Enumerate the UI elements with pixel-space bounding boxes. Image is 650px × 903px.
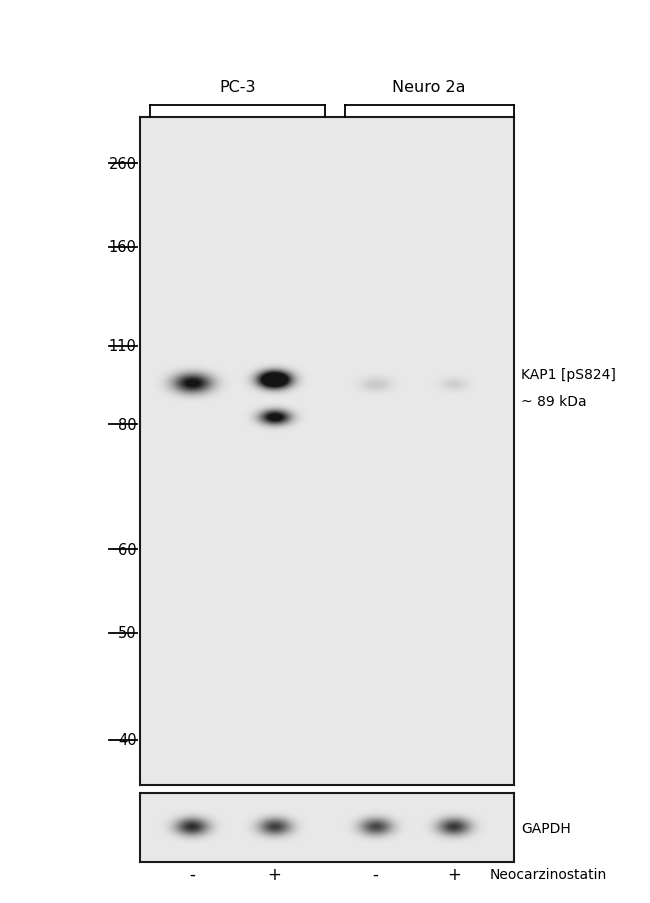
Text: GAPDH: GAPDH	[521, 821, 571, 834]
Text: 260: 260	[109, 157, 136, 172]
Text: -: -	[372, 865, 378, 883]
Text: Neuro 2a: Neuro 2a	[392, 79, 466, 95]
Text: 110: 110	[109, 340, 136, 354]
Text: -: -	[189, 865, 195, 883]
Text: +: +	[447, 865, 461, 883]
Text: 40: 40	[118, 732, 136, 748]
Text: 60: 60	[118, 542, 136, 557]
Text: 80: 80	[118, 417, 136, 433]
Text: +: +	[267, 865, 281, 883]
Text: Neocarzinostatin: Neocarzinostatin	[489, 867, 606, 881]
Text: PC-3: PC-3	[219, 79, 255, 95]
Text: ~ 89 kDa: ~ 89 kDa	[521, 395, 587, 409]
Text: 50: 50	[118, 626, 136, 641]
Text: 160: 160	[109, 240, 136, 256]
Text: KAP1 [pS824]: KAP1 [pS824]	[521, 368, 616, 382]
